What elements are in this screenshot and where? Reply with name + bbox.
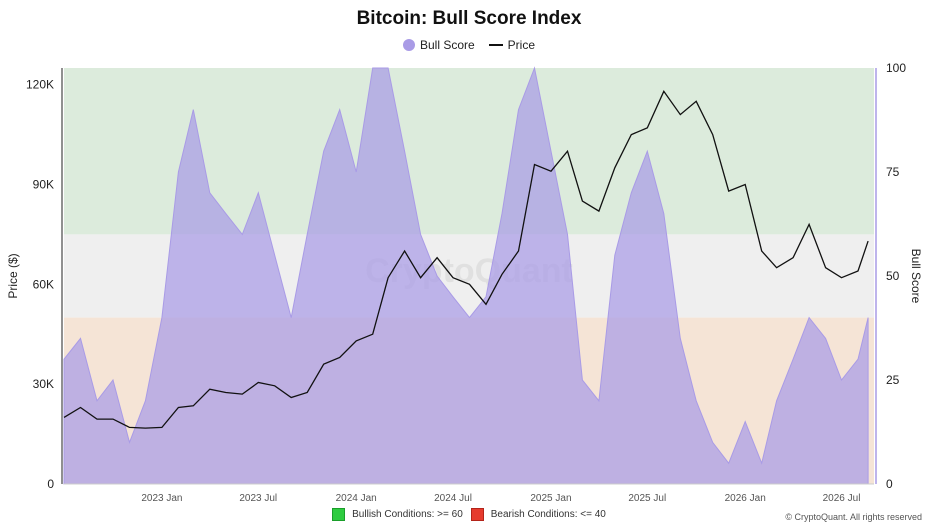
right-tick-label: 50 [886, 269, 900, 283]
bull-score-legend-label: Bull Score [419, 38, 475, 52]
price-legend-marker [488, 44, 503, 46]
price-legend-label: Price [507, 38, 536, 52]
bullish-swatch [332, 508, 346, 521]
chart-title: Bitcoin: Bull Score Index [356, 8, 582, 29]
copyright-credit: © CryptoQuant. All rights reserved [785, 512, 922, 522]
left-tick-label: 60K [33, 277, 54, 291]
right-tick-label: 0 [886, 477, 893, 491]
bullish-conditions-label: Bullish Conditions: >= 60 [352, 509, 463, 520]
chart-legend: Bull Score Price [0, 38, 938, 52]
price-line [63, 89, 869, 429]
right-axis-label: Bull Score [909, 249, 923, 304]
bearish-conditions-label: Bearish Conditions: <= 40 [490, 509, 606, 520]
x-tick-label: 2025 Jan [530, 493, 571, 504]
conditions-legend: Bullish Conditions: >= 60 Bearish Condit… [0, 508, 938, 521]
left-tick-label: 30K [33, 377, 54, 391]
legend-item-bull-score[interactable]: Bull Score [402, 38, 475, 52]
bearish-swatch [470, 508, 484, 521]
x-tick-label: 2023 Jul [239, 493, 277, 504]
right-tick-label: 100 [886, 61, 906, 75]
left-axis-label: Price ($) [6, 253, 20, 298]
x-tick-label: 2025 Jul [628, 493, 666, 504]
bull-score-area [63, 66, 869, 485]
right-tick-label: 75 [886, 165, 900, 179]
legend-item-price[interactable]: Price [488, 38, 536, 52]
right-tick-label: 25 [886, 373, 900, 387]
x-tick-label: 2026 Jan [725, 493, 766, 504]
x-tick-label: 2024 Jul [434, 493, 472, 504]
x-tick-label: 2023 Jan [141, 493, 182, 504]
x-tick-label: 2024 Jan [336, 493, 377, 504]
x-tick-label: 2026 Jul [823, 493, 861, 504]
left-tick-label: 90K [33, 177, 54, 191]
bull-score-legend-marker [402, 39, 415, 51]
left-tick-label: 0 [47, 477, 54, 491]
left-tick-label: 120K [26, 78, 54, 92]
